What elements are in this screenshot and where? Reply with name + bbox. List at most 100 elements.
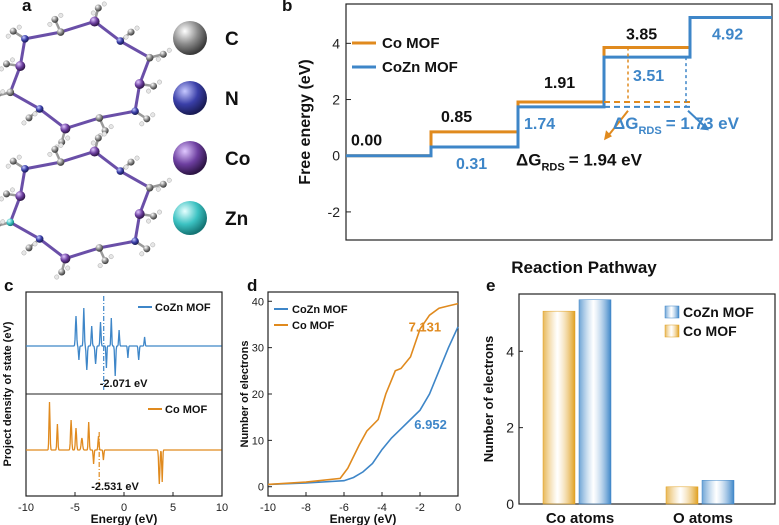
hydrogen-atom [66, 266, 70, 270]
legend-label: CoZn MOF [683, 304, 754, 320]
y-tick-label: 0 [332, 148, 340, 164]
carbon-atom [160, 51, 167, 58]
carbon-atom [3, 60, 10, 67]
hydrogen-atom [91, 141, 95, 145]
bar-cozn-mof-o-atoms [702, 480, 734, 504]
nitrogen-legend-label: N [225, 89, 239, 110]
data-label: 0.31 [456, 156, 487, 173]
hydrogen-atom [109, 124, 113, 128]
hydrogen-atom [167, 48, 171, 52]
dg-subscript: RDS [638, 125, 661, 137]
hydrogen-atom [17, 25, 21, 29]
x-tick-label: O atoms [673, 510, 733, 525]
carbon-atom [96, 244, 104, 252]
hydrogen-atom [140, 122, 144, 126]
y-tick-label: 4 [332, 35, 340, 51]
dg-rds-co: ΔGRDS = 1.94 eV [516, 151, 643, 174]
x-tick-label: 0 [455, 502, 461, 514]
carbon-atom [128, 159, 135, 166]
cobalt-atom [60, 124, 70, 134]
carbon-atom [128, 29, 135, 36]
y-tick-label: 2 [506, 420, 514, 436]
nitrogen-atom [131, 107, 139, 115]
hydrogen-atom [157, 210, 161, 214]
cobalt-legend-sphere [173, 141, 207, 175]
carbon-atom [3, 190, 10, 197]
hydrogen-atom [1, 220, 5, 224]
carbon-atom [51, 16, 58, 23]
zinc-legend-sphere [173, 201, 207, 235]
hydrogen-atom [1, 90, 5, 94]
co-mof-structure [0, 2, 171, 149]
y-tick-label: 0 [258, 482, 264, 494]
hydrogen-atom [151, 113, 155, 117]
hydrogen-atom [0, 197, 4, 201]
hydrogen-atom [102, 2, 106, 6]
pdos-chart: -10 -5 0 5 10 Energy (eV) Project density of s… [0, 280, 240, 525]
nitrogen-atom [21, 165, 29, 173]
legend-label: Co MOF [292, 320, 334, 332]
hydrogen-atom [124, 35, 128, 39]
cozn-mof-structure [0, 132, 171, 279]
bond [10, 222, 39, 239]
y-axis-title: Number of electrons [481, 336, 496, 462]
nitrogen-atom [131, 237, 139, 245]
x-axis-title: Energy (eV) [330, 512, 397, 525]
carbon-atom [150, 83, 157, 90]
bar-co-mof-o-atoms [666, 487, 698, 504]
bond [10, 92, 39, 109]
hydrogen-atom [146, 89, 150, 93]
hydrogen-atom [109, 254, 113, 258]
legend-swatch [665, 325, 679, 337]
nitrogen-atom [117, 167, 125, 175]
y-axis-title: Free energy (eV) [297, 59, 314, 184]
hydrogen-atom [146, 219, 150, 223]
dg-value: = 1.94 eV [569, 151, 643, 170]
carbon-atom [25, 114, 32, 121]
nitrogen-atom [117, 37, 125, 45]
bond [25, 32, 61, 39]
hydrogen-atom [33, 112, 37, 116]
cobalt-atom [15, 191, 25, 201]
data-label: 4.92 [712, 26, 743, 43]
hydrogen-atom [48, 152, 52, 156]
hydrogen-atom [0, 67, 4, 71]
hydrogen-atom [156, 57, 160, 61]
nitrogen-atom [36, 105, 44, 113]
y-axis-title: Number of electrons [239, 341, 251, 448]
carbon-atom [25, 244, 32, 251]
cobalt-atom [90, 146, 100, 156]
x-tick-label: Co atoms [546, 510, 614, 525]
carbon-atom [57, 158, 65, 166]
hydrogen-atom [66, 136, 70, 140]
legend-label: CoZn MOF [382, 59, 458, 76]
carbon-atom [51, 146, 58, 153]
nitrogen-atom [21, 35, 29, 43]
nitrogen-atom [36, 235, 44, 243]
hydrogen-atom [10, 58, 14, 62]
free-energy-diagram: -2 0 2 4 Free energy (eV) Reaction Pathway Co … [296, 0, 776, 290]
data-label: 0.85 [441, 109, 472, 126]
cobalt-atom [135, 79, 145, 89]
hydrogen-atom [59, 13, 63, 17]
x-axis-title: Energy (eV) [91, 512, 158, 525]
data-label: 1.91 [544, 75, 575, 92]
hydrogen-atom [151, 243, 155, 247]
hydrogen-atom [55, 275, 59, 279]
carbon-atom [146, 184, 154, 192]
x-tick-label: -10 [18, 502, 34, 514]
series-cozn-mof [26, 308, 222, 376]
hydrogen-atom [102, 132, 106, 136]
electron-count-chart: -10 -8 -6 -4 -2 0010203040Energy (eV)Number o… [238, 280, 478, 525]
bond [120, 171, 149, 188]
x-tick-label: -10 [260, 502, 276, 514]
y-tick-label: 0 [506, 496, 514, 512]
hydrogen-atom [6, 34, 10, 38]
hydrogen-atom [22, 121, 26, 125]
electron-bar-chart: 0 2 4 Number of electrons Co atoms O atoms CoZ… [479, 280, 779, 525]
bond [65, 248, 99, 259]
dg-subscript: RDS [541, 162, 564, 174]
legend-label: Co MOF [382, 35, 440, 52]
x-tick-label: -8 [301, 502, 311, 514]
y-tick-label: -2 [328, 204, 341, 220]
